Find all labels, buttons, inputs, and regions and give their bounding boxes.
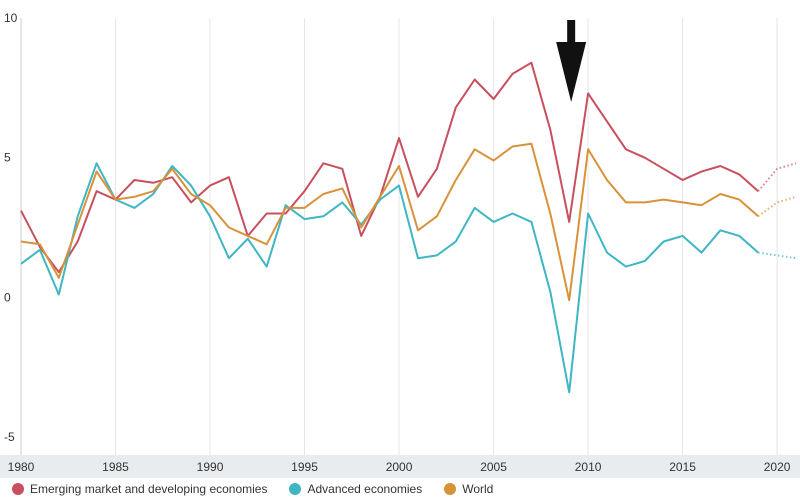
x-tick-label-1985: 1985 <box>102 460 129 474</box>
series-line-advanced <box>20 162 759 394</box>
x-tick-label-2020: 2020 <box>764 460 791 474</box>
x-tick-label-2000: 2000 <box>386 460 413 474</box>
legend-swatch-advanced <box>289 483 302 495</box>
arrow-head <box>556 42 587 102</box>
x-tick-label-1990: 1990 <box>197 460 224 474</box>
legend-swatch-world <box>444 483 457 495</box>
x-tick-label-1995: 1995 <box>291 460 318 474</box>
x-tick-label-2015: 2015 <box>669 460 696 474</box>
legend-label-emerging: Emerging market and developing economies <box>30 482 268 496</box>
y-tick-label: 5 <box>4 151 11 165</box>
legend-label-world: World <box>462 482 494 496</box>
legend-swatch-emerging <box>12 483 24 495</box>
x-tick-label-2010: 2010 <box>575 460 602 474</box>
x-tick-label-2005: 2005 <box>480 460 507 474</box>
series-line-emerging <box>20 61 759 274</box>
legend-label-advanced: Advanced economies <box>307 482 423 496</box>
line-chart: 10 5 0 -5 1980 1985 1990 1995 2000 2005 2010 2015 20… <box>0 11 800 478</box>
chart-legend: Emerging market and developing economies… <box>0 478 800 500</box>
y-tick-label: 0 <box>4 290 11 304</box>
legend-item-world[interactable]: World <box>444 482 493 496</box>
x-axis-band <box>0 455 800 478</box>
legend-item-emerging[interactable]: Emerging market and developing economies <box>12 482 267 496</box>
series-projection-world <box>757 195 797 218</box>
y-tick-label: 10 <box>4 11 18 25</box>
legend-item-advanced[interactable]: Advanced economies <box>289 482 422 496</box>
series-projection-emerging <box>757 162 797 192</box>
arrow-shaft <box>567 20 576 44</box>
series-line-world <box>20 142 759 302</box>
x-tick-label-1980: 1980 <box>8 460 35 474</box>
y-tick-label: -5 <box>4 430 15 444</box>
